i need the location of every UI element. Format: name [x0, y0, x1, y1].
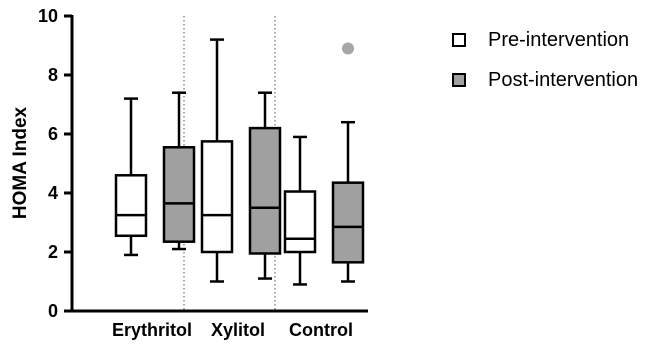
y-tick-label-6: 6	[48, 124, 58, 144]
legend-label: Pre-intervention	[488, 28, 630, 51]
legend-swatch	[452, 33, 466, 47]
y-tick-label-10: 10	[38, 6, 58, 26]
box-erythritol-post	[162, 146, 196, 243]
x-tick-label-xylitol: Xylitol	[211, 320, 265, 340]
box-erythritol-pre	[114, 174, 148, 238]
box-xylitol-pre	[200, 140, 234, 254]
legend-swatch	[452, 73, 466, 87]
x-tick-label-control: Control	[289, 320, 353, 340]
y-axis-label: HOMA Index	[10, 106, 31, 219]
box-control-post-outlier-1	[342, 42, 354, 55]
box-control-post	[331, 181, 365, 264]
y-tick-label-2: 2	[48, 242, 58, 262]
x-tick-label-erythritol: Erythritol	[112, 320, 192, 340]
plot-area: 0 2 4 6 8 10 Erythritol Xylitol Control	[38, 6, 368, 340]
box-control-pre	[283, 190, 317, 254]
y-tick-label-8: 8	[48, 65, 58, 85]
legend-item-post: Post-intervention	[452, 60, 638, 100]
legend: Pre-intervention Post-intervention	[452, 20, 638, 100]
legend-item-pre: Pre-intervention	[452, 20, 638, 60]
y-tick-label-0: 0	[48, 301, 58, 321]
box-xylitol-post	[248, 126, 282, 255]
legend-label: Post-intervention	[488, 68, 639, 91]
y-tick-label-4: 4	[48, 183, 58, 203]
